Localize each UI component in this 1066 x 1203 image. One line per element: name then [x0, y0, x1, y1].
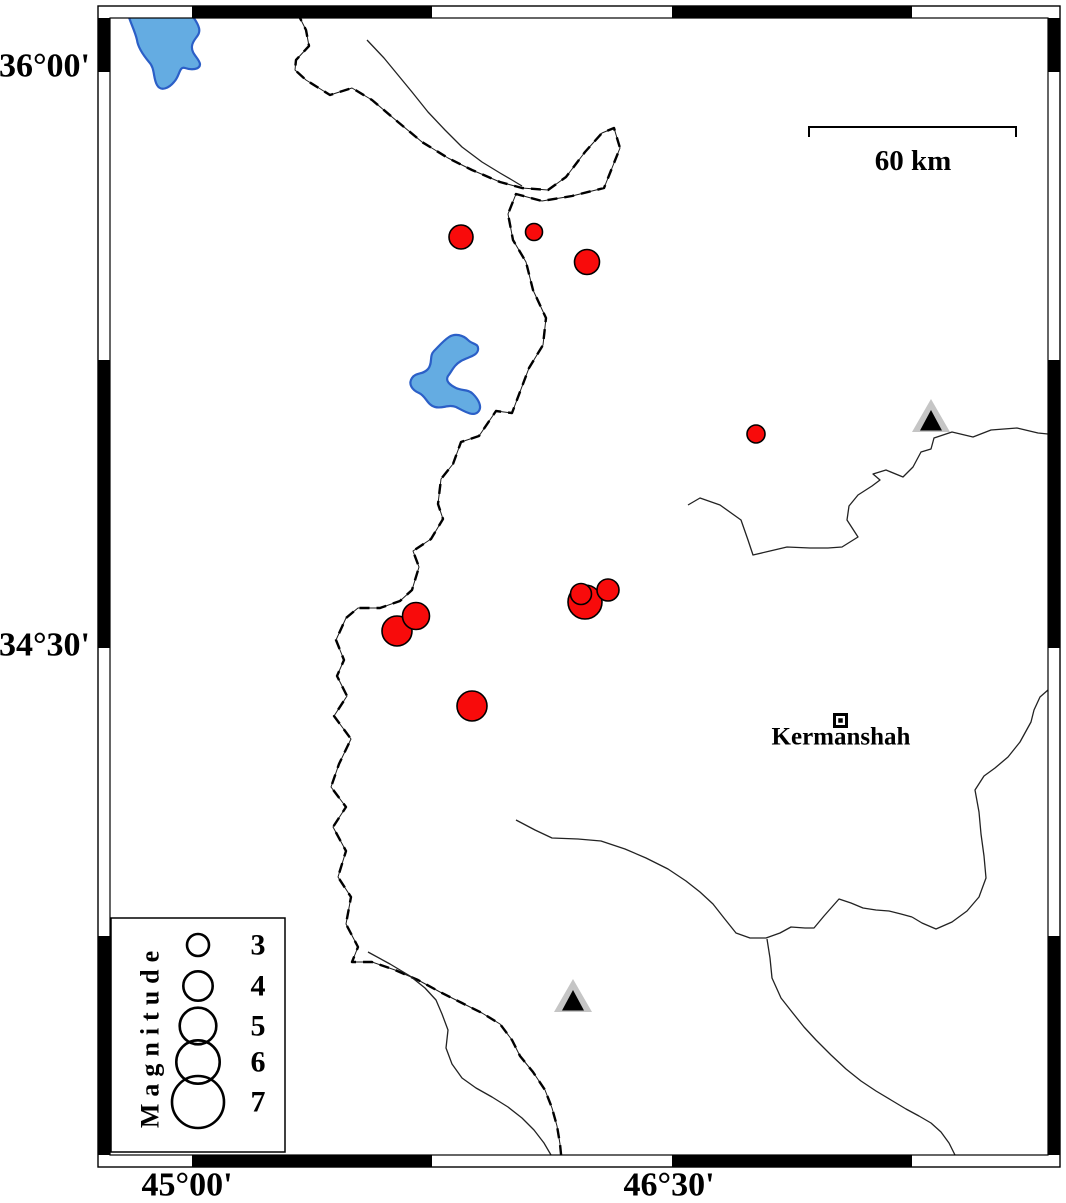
rivers-layer [366, 39, 1048, 1155]
legend-magnitude-circle [170, 1074, 226, 1130]
frame-checker-left [98, 936, 110, 1155]
river-line [367, 951, 552, 1155]
river-line [366, 39, 523, 187]
frame-checker-left [98, 360, 110, 648]
city-marker-dot [838, 718, 843, 723]
text-layer: 60 km Kermanshah Magnitude [136, 145, 952, 1128]
legend-magnitude-circle [178, 1006, 218, 1046]
y-axis-label: 34°30' [0, 627, 90, 664]
river-line [515, 819, 913, 939]
legend-magnitude-value: 5 [251, 1010, 266, 1043]
river-line [766, 938, 956, 1155]
earthquake-marker [569, 582, 593, 606]
legend-title: Magnitude [136, 944, 165, 1128]
earthquake-marker [456, 690, 488, 722]
lakes-layer [128, 18, 482, 415]
country-border-dashed [293, 18, 622, 1155]
frame-checker-left [98, 18, 110, 72]
legend-magnitude-circle [182, 969, 215, 1002]
city-label: Kermanshah [772, 724, 911, 751]
legend-magnitude-value: 6 [251, 1046, 266, 1079]
legend-magnitude-circle [185, 932, 211, 958]
x-axis-label: 45°00' [141, 1167, 232, 1203]
frame-checker-bottom [192, 1155, 432, 1167]
river-line [687, 427, 1048, 556]
frame-checker-bottom [672, 1155, 912, 1167]
lake-shape [409, 333, 482, 415]
borders-layer [293, 18, 622, 1155]
earthquake-marker [448, 224, 474, 250]
river-line [911, 689, 1048, 930]
earthquake-marker [401, 601, 431, 631]
legend-magnitude-value: 4 [251, 970, 266, 1003]
x-axis-label: 46°30' [623, 1167, 714, 1203]
legend-magnitude-value: 3 [251, 929, 266, 962]
scale-bar-label: 60 km [875, 145, 952, 177]
station-marker-core [562, 990, 584, 1011]
frame-inner-line [109, 17, 1049, 1156]
frame-outer-line [97, 5, 1061, 1168]
frame-checker-top [192, 6, 432, 18]
station-marker-core [920, 410, 942, 431]
annotations-layer [808, 126, 1017, 728]
frame-checker-right [1048, 18, 1060, 72]
earthquake-marker [524, 222, 544, 242]
legend-magnitude-circle [175, 1039, 222, 1086]
earthquake-marker [746, 424, 766, 444]
map-content [128, 18, 1048, 1155]
legend-magnitude-value: 7 [251, 1086, 266, 1119]
markers-layer [381, 222, 950, 1012]
map-frame [97, 5, 1061, 1168]
frame-checker-top [672, 6, 912, 18]
frame-checker-right [1048, 360, 1060, 648]
axis-labels: 45°00' 46°30' 36°00' 34°30' [0, 48, 715, 1203]
earthquake-marker [596, 578, 620, 602]
frame-checker-right [1048, 936, 1060, 1155]
y-axis-label: 36°00' [0, 48, 90, 85]
earthquake-marker [573, 248, 601, 276]
scale-bar [808, 126, 1017, 137]
legend: 3 4 56 7 [110, 917, 286, 1153]
lake-shape [128, 18, 202, 90]
